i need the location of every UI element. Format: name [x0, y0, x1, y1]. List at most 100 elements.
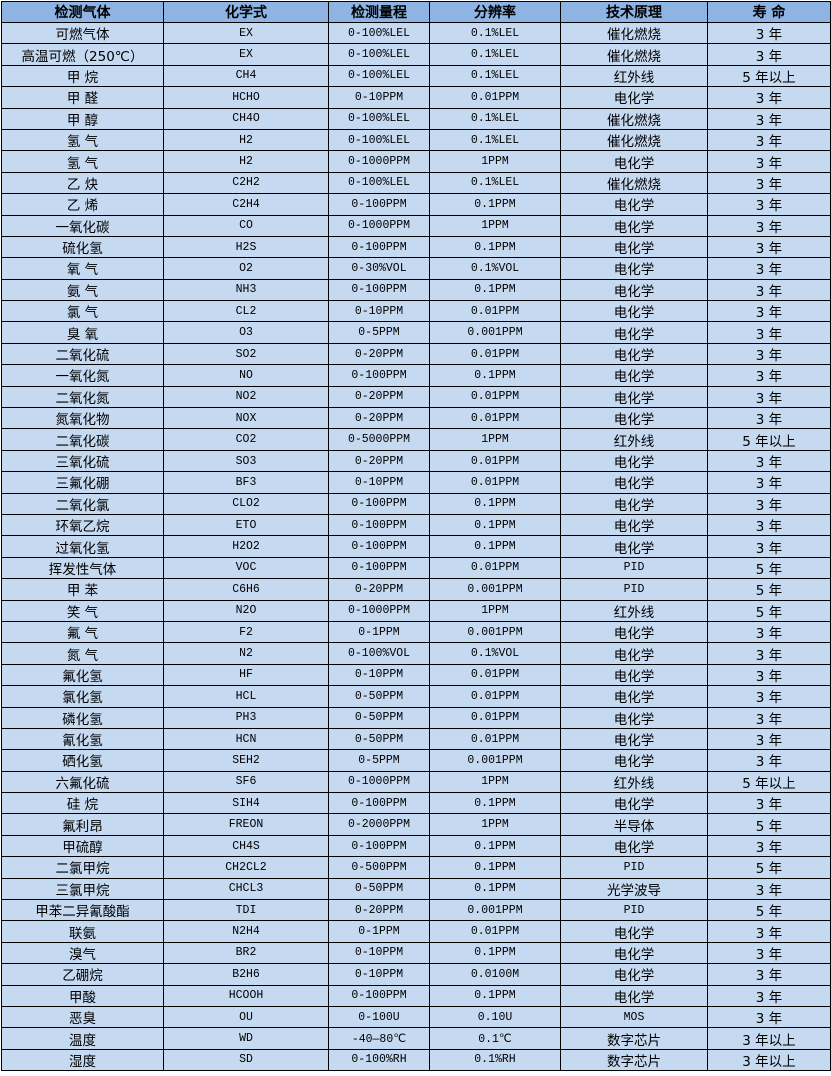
- gas-name-cell: 氢 气: [1, 128, 164, 152]
- range-cell: 0-50PPM: [328, 706, 430, 729]
- formula-cell: H2: [163, 128, 329, 152]
- lifespan-cell: 3 年以上: [707, 1027, 831, 1050]
- lifespan-cell: 5 年以上: [707, 428, 831, 451]
- table-row: 二氧化氮 NO2 0-20PPM 0.01PPM 电化学 3 年: [1, 385, 831, 409]
- table-row: 甲酸 HCOOH 0-100PPM 0.1PPM 电化学 3 年: [1, 984, 831, 1007]
- range-cell: 0-10PPM: [328, 963, 430, 986]
- formula-cell: NOX: [163, 407, 329, 430]
- principle-cell: 电化学: [560, 727, 708, 751]
- gas-name-cell: 硅 烷: [1, 792, 164, 815]
- lifespan-cell: 3 年: [707, 877, 831, 901]
- range-cell: 0-100PPM: [328, 535, 430, 558]
- lifespan-cell: 3 年: [707, 364, 831, 387]
- range-cell: 0-1000PPM: [328, 770, 430, 794]
- range-cell: 0-100PPM: [328, 235, 430, 259]
- resolution-cell: 0.001PPM: [429, 578, 561, 601]
- resolution-cell: 1PPM: [429, 813, 561, 836]
- resolution-cell: 0.0100M: [429, 963, 561, 986]
- gas-name-cell: 甲 烷: [1, 64, 164, 88]
- principle-cell: 催化燃烧: [560, 171, 708, 195]
- formula-cell: SD: [163, 1048, 329, 1072]
- lifespan-cell: 3 年: [707, 257, 831, 280]
- resolution-cell: 0.01PPM: [429, 342, 561, 366]
- gas-name-cell: 磷化氢: [1, 706, 164, 729]
- principle-cell: 电化学: [560, 342, 708, 366]
- principle-cell: 红外线: [560, 599, 708, 622]
- principle-cell: 电化学: [560, 642, 708, 665]
- table-row: 氮氧化物 NOX 0-20PPM 0.01PPM 电化学 3 年: [1, 407, 831, 430]
- lifespan-cell: 3 年: [707, 663, 831, 687]
- header-resolution: 分辨率: [429, 1, 561, 23]
- formula-cell: BR2: [163, 941, 329, 965]
- formula-cell: SIH4: [163, 792, 329, 815]
- resolution-cell: 0.1PPM: [429, 235, 561, 259]
- resolution-cell: 0.1PPM: [429, 834, 561, 858]
- lifespan-cell: 3 年: [707, 193, 831, 216]
- lifespan-cell: 3 年: [707, 706, 831, 729]
- range-cell: 0-20PPM: [328, 449, 430, 473]
- range-cell: 0-5PPM: [328, 321, 430, 344]
- lifespan-cell: 3 年: [707, 150, 831, 173]
- gas-name-cell: 氟利昂: [1, 813, 164, 836]
- gas-name-cell: 乙 烯: [1, 193, 164, 216]
- resolution-cell: 0.1%LEL: [429, 43, 561, 66]
- table-row: 溴气 BR2 0-10PPM 0.1PPM 电化学 3 年: [1, 941, 831, 965]
- gas-name-cell: 乙 炔: [1, 171, 164, 195]
- lifespan-cell: 5 年: [707, 856, 831, 879]
- lifespan-cell: 3 年: [707, 43, 831, 66]
- gas-name-cell: 甲硫醇: [1, 834, 164, 858]
- table-row: 氯 气 CL2 0-10PPM 0.01PPM 电化学 3 年: [1, 300, 831, 323]
- table-row: 甲 烷 CH4 0-100%LEL 0.1%LEL 红外线 5 年以上: [1, 64, 831, 88]
- principle-cell: 数字芯片: [560, 1027, 708, 1050]
- lifespan-cell: 3 年: [707, 86, 831, 109]
- gas-name-cell: 甲苯二异氰酸酯: [1, 899, 164, 922]
- range-cell: 0-100%LEL: [328, 64, 430, 88]
- table-row: 氮 气 N2 0-100%VOL 0.1%VOL 电化学 3 年: [1, 642, 831, 665]
- lifespan-cell: 3 年: [707, 535, 831, 558]
- principle-cell: 电化学: [560, 407, 708, 430]
- lifespan-cell: 5 年: [707, 899, 831, 922]
- table-row: 三氟化硼 BF3 0-10PPM 0.01PPM 电化学 3 年: [1, 471, 831, 494]
- lifespan-cell: 3 年: [707, 449, 831, 473]
- gas-name-cell: 乙硼烷: [1, 963, 164, 986]
- formula-cell: CH2CL2: [163, 856, 329, 879]
- lifespan-cell: 3 年以上: [707, 1048, 831, 1072]
- principle-cell: 电化学: [560, 663, 708, 687]
- gas-name-cell: 氮氧化物: [1, 407, 164, 430]
- resolution-cell: 0.01PPM: [429, 407, 561, 430]
- resolution-cell: 0.001PPM: [429, 321, 561, 344]
- principle-cell: PID: [560, 556, 708, 580]
- table-row: 乙 炔 C2H2 0-100%LEL 0.1%LEL 催化燃烧 3 年: [1, 171, 831, 195]
- range-cell: 0-100%LEL: [328, 128, 430, 152]
- gas-name-cell: 甲 醛: [1, 86, 164, 109]
- range-cell: 0-100U: [328, 1005, 430, 1029]
- gas-name-cell: 三氟化硼: [1, 471, 164, 494]
- resolution-cell: 0.1PPM: [429, 535, 561, 558]
- gas-name-cell: 一氧化氮: [1, 364, 164, 387]
- resolution-cell: 0.1PPM: [429, 513, 561, 537]
- resolution-cell: 0.001PPM: [429, 749, 561, 772]
- lifespan-cell: 5 年: [707, 578, 831, 601]
- gas-name-cell: 高温可燃（250℃）: [1, 43, 164, 66]
- lifespan-cell: 5 年: [707, 599, 831, 622]
- formula-cell: CO2: [163, 428, 329, 451]
- resolution-cell: 0.1PPM: [429, 364, 561, 387]
- resolution-cell: 1PPM: [429, 599, 561, 622]
- range-cell: 0-20PPM: [328, 385, 430, 409]
- resolution-cell: 1PPM: [429, 150, 561, 173]
- formula-cell: NO2: [163, 385, 329, 409]
- lifespan-cell: 3 年: [707, 300, 831, 323]
- lifespan-cell: 3 年: [707, 235, 831, 259]
- principle-cell: 红外线: [560, 64, 708, 88]
- range-cell: 0-50PPM: [328, 685, 430, 708]
- lifespan-cell: 3 年: [707, 984, 831, 1007]
- principle-cell: 催化燃烧: [560, 107, 708, 130]
- lifespan-cell: 3 年: [707, 21, 831, 45]
- resolution-cell: 0.1PPM: [429, 984, 561, 1007]
- gas-name-cell: 挥发性气体: [1, 556, 164, 580]
- table-row: 二氧化氯 CLO2 0-100PPM 0.1PPM 电化学 3 年: [1, 492, 831, 515]
- gas-name-cell: 过氧化氢: [1, 535, 164, 558]
- principle-cell: PID: [560, 578, 708, 601]
- range-cell: 0-50PPM: [328, 727, 430, 751]
- formula-cell: O3: [163, 321, 329, 344]
